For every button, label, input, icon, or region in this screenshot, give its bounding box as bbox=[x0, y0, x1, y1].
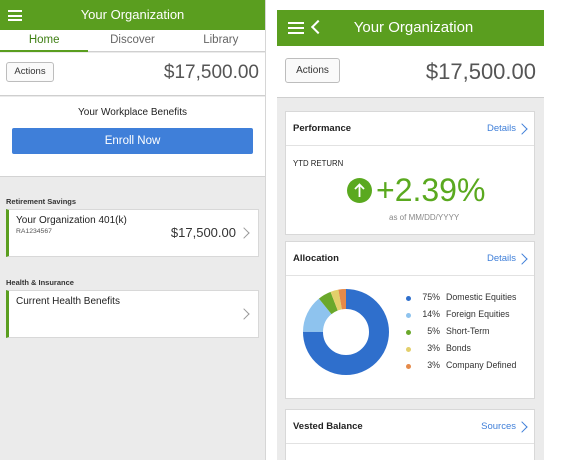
donut-slice-4 bbox=[303, 289, 389, 375]
allocation-title: Allocation bbox=[293, 253, 339, 264]
tab-library[interactable]: Library bbox=[203, 34, 239, 46]
hamburger-menu-icon[interactable] bbox=[8, 10, 22, 21]
total-balance: $17,500.00 bbox=[163, 62, 259, 83]
legend-percent: 14% bbox=[422, 309, 440, 319]
tab-bar: Home Discover Library bbox=[0, 30, 265, 52]
tab-home[interactable]: Home bbox=[0, 30, 89, 52]
performance-panel: Performance Details YTD RETURN +2.39% as… bbox=[285, 111, 535, 235]
legend-label: Domestic Equities bbox=[446, 292, 517, 302]
tab-discover[interactable]: Discover bbox=[110, 34, 155, 46]
legend-label: Foreign Equities bbox=[446, 309, 510, 319]
legend-label: Company Defined bbox=[446, 360, 517, 370]
legend-dot bbox=[406, 296, 411, 301]
actions-button[interactable]: Actions bbox=[285, 58, 340, 83]
legend-label: Short-Term bbox=[446, 326, 490, 336]
health-item-name: Current Health Benefits bbox=[16, 296, 120, 307]
legend-percent: 75% bbox=[422, 292, 440, 302]
benefits-title: Your Workplace Benefits bbox=[78, 107, 187, 118]
performance-title: Performance bbox=[293, 123, 352, 134]
home-screen: Your Organization Home Discover Library … bbox=[0, 0, 266, 460]
workplace-benefits-section: Your Workplace Benefits Enroll Now bbox=[0, 97, 265, 177]
chevron-right-icon[interactable] bbox=[516, 253, 528, 265]
legend-dot bbox=[406, 364, 411, 369]
actions-button[interactable]: Actions bbox=[6, 62, 54, 82]
vested-balance-panel: Vested Balance Sources bbox=[285, 409, 535, 460]
allocation-details-link[interactable]: Details bbox=[486, 253, 516, 264]
header-title: Your Organization bbox=[353, 19, 474, 36]
legend-dot bbox=[406, 313, 411, 318]
legend-label: Bonds bbox=[446, 343, 471, 353]
legend-dot bbox=[406, 347, 411, 352]
plan-id: RA1234567 bbox=[16, 228, 52, 235]
up-arrow-icon bbox=[347, 178, 372, 203]
performance-header: Performance Details bbox=[286, 112, 534, 146]
ytd-return-row: +2.39% bbox=[286, 168, 534, 208]
allocation-panel: Allocation Details 75% Domestic Equities 1… bbox=[285, 241, 535, 399]
account-summary: Actions $17,500.00 bbox=[277, 46, 544, 98]
account-summary: Actions $17,500.00 bbox=[0, 53, 265, 96]
legend-percent: 3% bbox=[427, 343, 440, 353]
vested-sources-link[interactable]: Sources bbox=[481, 421, 516, 432]
app-header: Your Organization bbox=[277, 10, 544, 46]
chevron-right-icon bbox=[238, 308, 250, 320]
allocation-donut-chart bbox=[303, 289, 389, 375]
legend-dot bbox=[406, 330, 411, 335]
app-header: Your Organization bbox=[0, 0, 265, 30]
legend-percent: 3% bbox=[427, 360, 440, 370]
allocation-header: Allocation Details bbox=[286, 242, 534, 276]
ytd-return-label: YTD RETURN bbox=[293, 159, 344, 168]
total-balance: $17,500.00 bbox=[425, 59, 536, 84]
ytd-return-value: +2.39% bbox=[376, 172, 486, 208]
plan-name: Your Organization 401(k) bbox=[16, 215, 127, 226]
retirement-savings-label: Retirement Savings bbox=[6, 197, 77, 206]
chevron-right-icon[interactable] bbox=[516, 421, 528, 433]
chevron-right-icon bbox=[238, 227, 250, 239]
vested-balance-title: Vested Balance bbox=[293, 421, 363, 432]
enroll-now-button[interactable]: Enroll Now bbox=[12, 128, 253, 154]
retirement-plan-card[interactable]: Your Organization 401(k) RA1234567 $17,5… bbox=[6, 209, 259, 257]
performance-details-link[interactable]: Details bbox=[486, 123, 516, 134]
health-benefits-card[interactable]: Current Health Benefits bbox=[6, 290, 259, 338]
vested-balance-header: Vested Balance Sources bbox=[286, 410, 534, 444]
account-detail-screen: Your Organization Actions $17,500.00 Per… bbox=[277, 10, 544, 460]
as-of-date: as of MM/DD/YYYY bbox=[389, 213, 460, 222]
chevron-right-icon[interactable] bbox=[516, 123, 528, 135]
header-title: Your Organization bbox=[80, 7, 185, 22]
plan-balance: $17,500.00 bbox=[170, 225, 236, 240]
health-insurance-label: Health & Insurance bbox=[6, 278, 74, 287]
hamburger-menu-icon[interactable] bbox=[288, 22, 304, 35]
legend-percent: 5% bbox=[427, 326, 440, 336]
